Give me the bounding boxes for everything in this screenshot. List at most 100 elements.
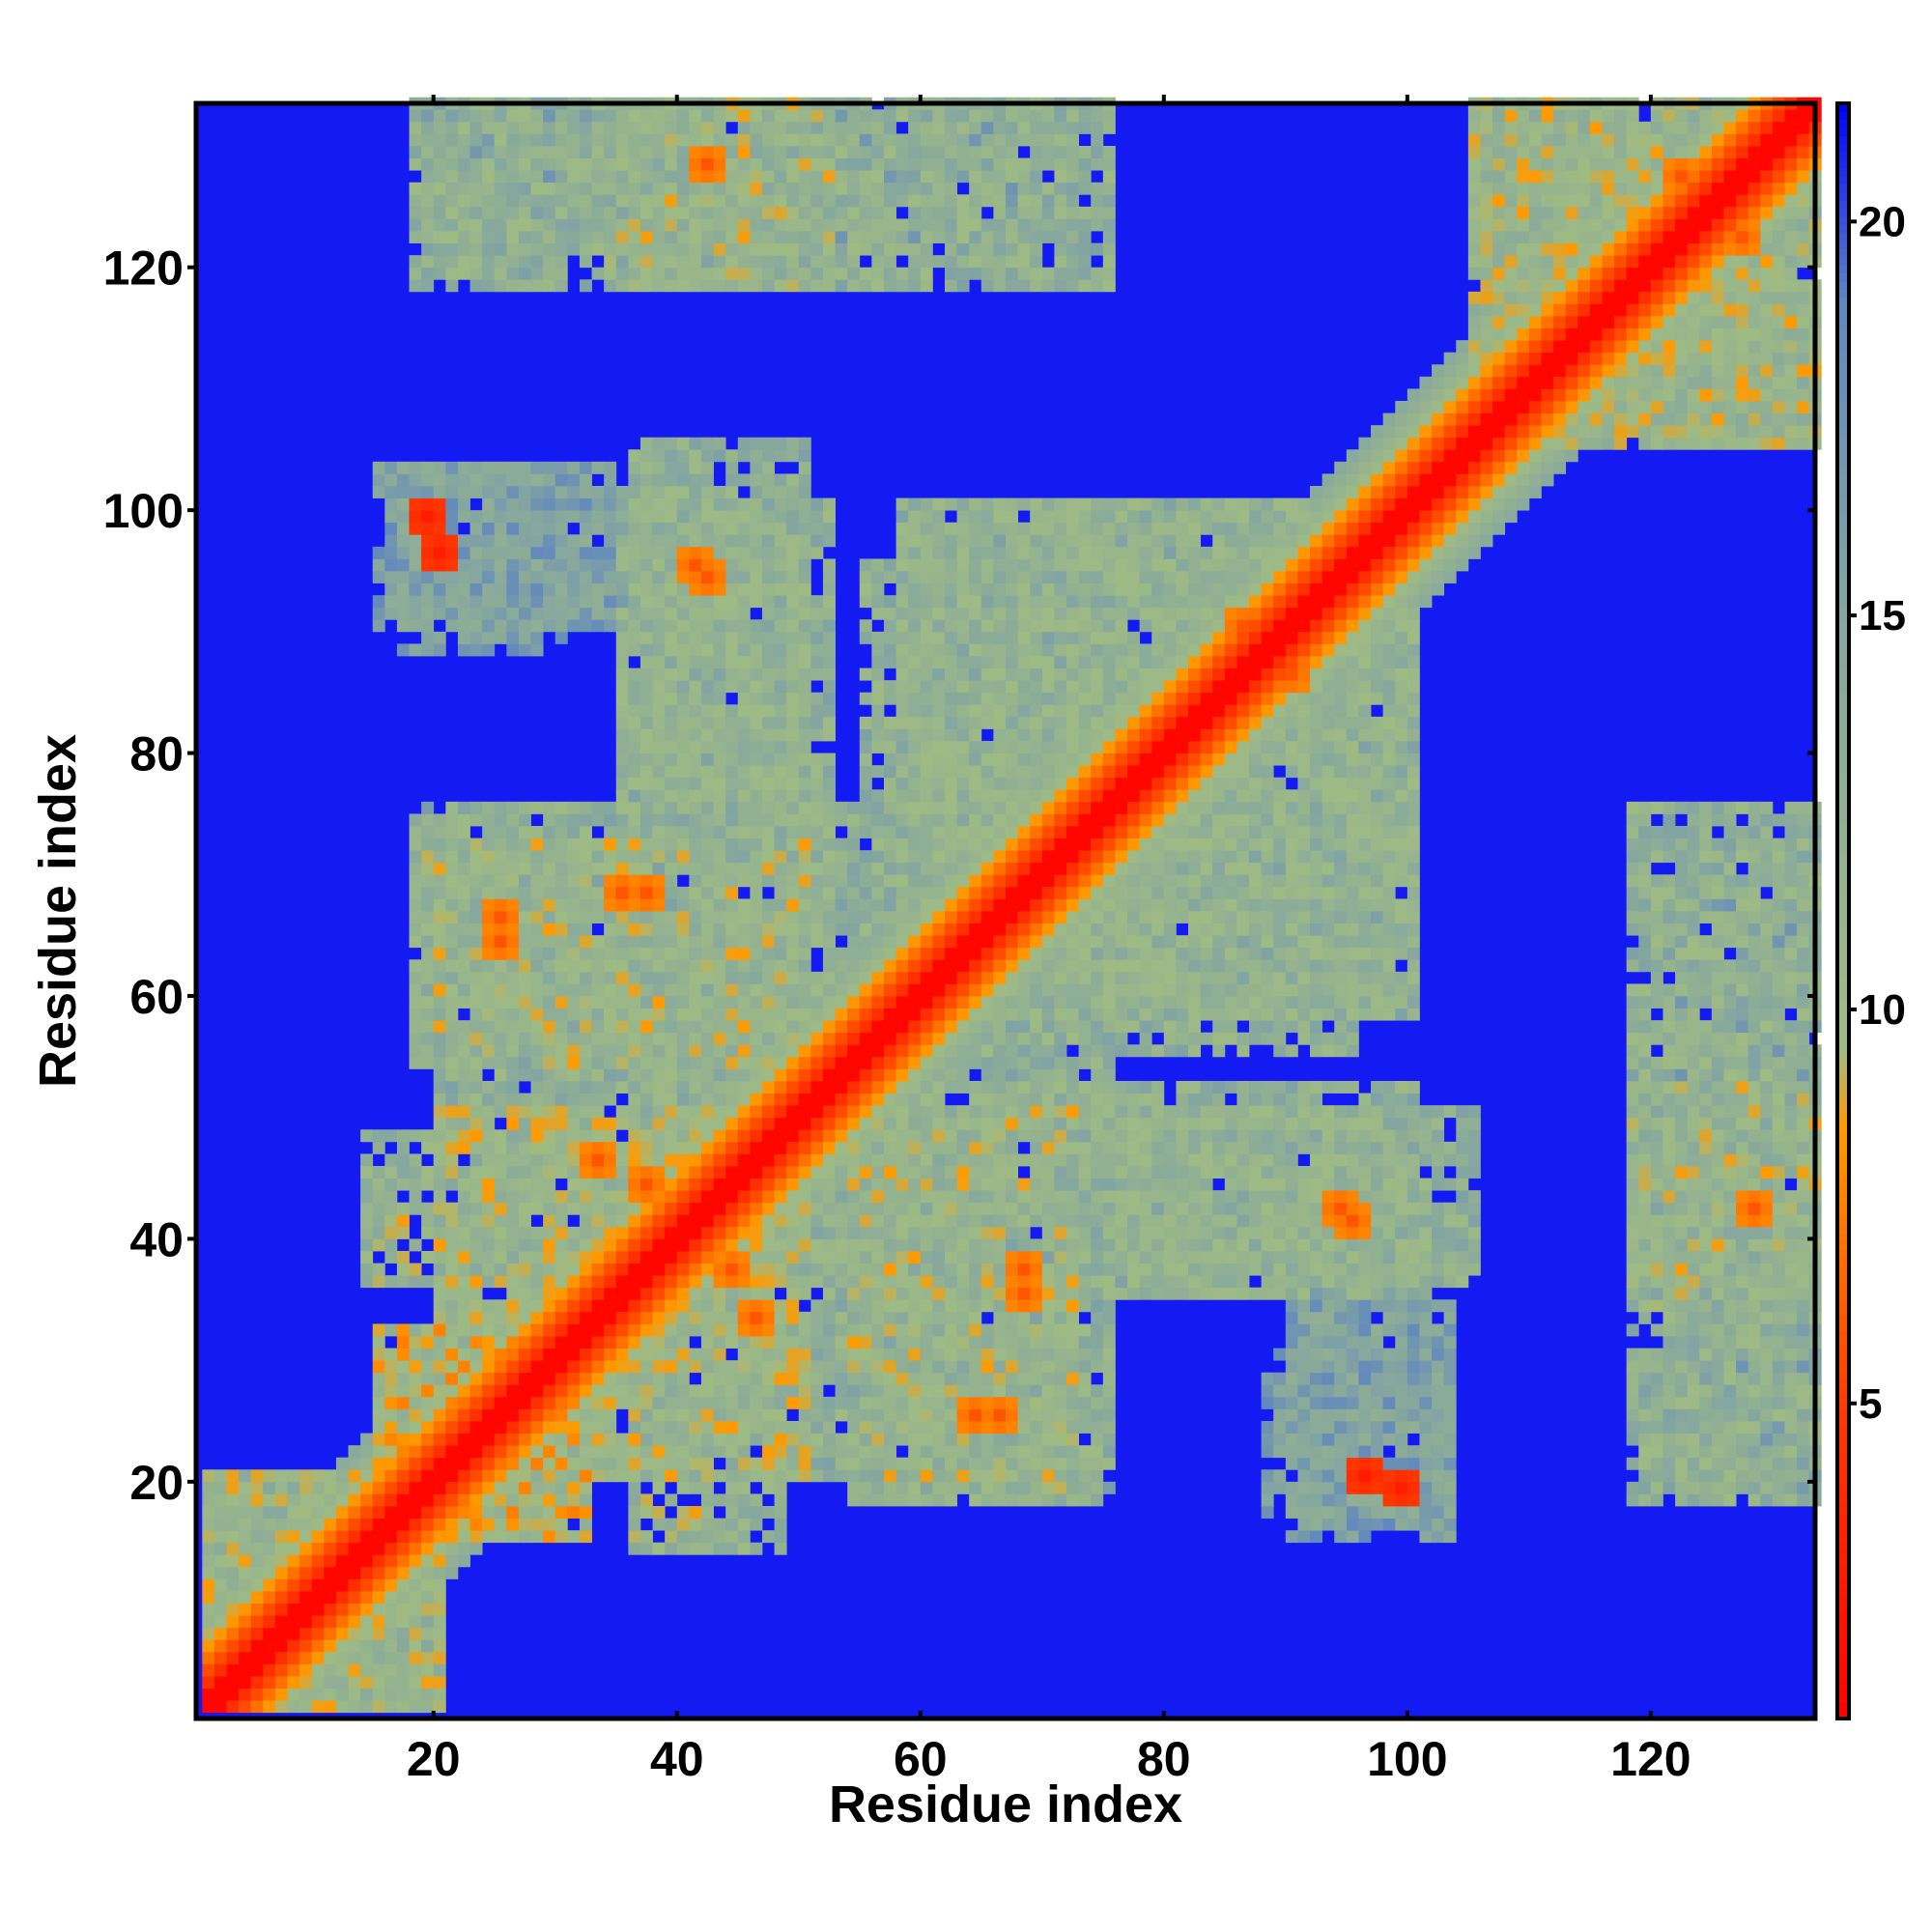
heatmap-cell bbox=[628, 728, 641, 742]
heatmap-cell bbox=[798, 898, 811, 912]
heatmap-cell bbox=[700, 1311, 714, 1324]
heatmap-cell bbox=[774, 1506, 787, 1519]
heatmap-cell bbox=[554, 1384, 568, 1398]
heatmap-cell bbox=[543, 1129, 556, 1143]
heatmap-cell bbox=[324, 1627, 337, 1640]
heatmap-cell bbox=[774, 874, 787, 888]
heatmap-cell bbox=[372, 1214, 385, 1228]
heatmap-cell bbox=[628, 911, 641, 923]
heatmap-cell bbox=[615, 170, 629, 184]
heatmap-cell bbox=[506, 1348, 520, 1361]
heatmap-cell bbox=[750, 1275, 763, 1289]
heatmap-cell bbox=[932, 1166, 946, 1179]
heatmap-cell bbox=[920, 947, 933, 960]
heatmap-cell bbox=[944, 571, 957, 583]
heatmap-cell bbox=[665, 1372, 678, 1385]
heatmap-cell bbox=[554, 1433, 568, 1446]
heatmap-cell bbox=[250, 1469, 264, 1483]
heatmap-cell bbox=[530, 1275, 544, 1289]
heatmap-cell bbox=[482, 1299, 496, 1313]
heatmap-cell bbox=[798, 1263, 811, 1276]
heatmap-cell bbox=[944, 862, 957, 875]
heatmap-cell bbox=[274, 1530, 288, 1544]
heatmap-cell bbox=[652, 170, 666, 184]
heatmap-cell bbox=[433, 1688, 446, 1701]
heatmap-cell bbox=[494, 1506, 507, 1519]
heatmap-cell bbox=[652, 850, 666, 864]
heatmap-cell bbox=[750, 753, 763, 766]
heatmap-cell bbox=[835, 1275, 848, 1289]
heatmap-cell bbox=[518, 279, 531, 293]
heatmap-cell bbox=[810, 838, 824, 851]
heatmap-cell bbox=[956, 1105, 970, 1119]
heatmap-cell bbox=[761, 497, 775, 511]
heatmap-cell bbox=[591, 121, 605, 134]
heatmap-cell bbox=[202, 1591, 215, 1604]
heatmap-cell bbox=[579, 231, 592, 243]
heatmap-cell bbox=[689, 668, 702, 681]
heatmap-cell bbox=[396, 522, 410, 535]
heatmap-cell bbox=[433, 947, 446, 960]
heatmap-cell bbox=[713, 497, 726, 511]
heatmap-cell bbox=[956, 1068, 970, 1082]
heatmap-cell bbox=[810, 826, 824, 838]
heatmap-cell bbox=[348, 1530, 361, 1544]
heatmap-cell bbox=[725, 619, 739, 633]
heatmap-cell bbox=[737, 1421, 751, 1434]
heatmap-cell bbox=[883, 801, 896, 814]
heatmap-cell bbox=[737, 582, 751, 596]
heatmap-cell bbox=[213, 1506, 227, 1519]
heatmap-cell bbox=[445, 1153, 459, 1167]
heatmap-cell bbox=[409, 1469, 422, 1483]
heatmap-cell bbox=[372, 1129, 385, 1143]
heatmap-cell bbox=[908, 850, 922, 864]
heatmap-cell bbox=[506, 582, 520, 596]
heatmap-cell bbox=[676, 1384, 690, 1398]
heatmap-cell bbox=[445, 874, 459, 888]
heatmap-cell bbox=[908, 1032, 922, 1045]
heatmap-cell bbox=[421, 1566, 435, 1579]
heatmap-cell bbox=[847, 1469, 861, 1483]
heatmap-cell bbox=[554, 182, 568, 195]
heatmap-cell bbox=[859, 826, 872, 838]
heatmap-cell bbox=[871, 1433, 885, 1446]
heatmap-cell bbox=[713, 996, 726, 1009]
heatmap-cell bbox=[871, 789, 885, 803]
heatmap-cell bbox=[567, 1226, 581, 1239]
heatmap-cell bbox=[543, 486, 556, 498]
heatmap-cell bbox=[774, 1408, 787, 1422]
heatmap-cell bbox=[360, 1263, 374, 1276]
heatmap-cell bbox=[421, 1506, 435, 1519]
heatmap-cell bbox=[810, 121, 824, 134]
heatmap-cell bbox=[847, 1044, 861, 1058]
heatmap-cell bbox=[628, 534, 641, 548]
heatmap-cell bbox=[494, 546, 507, 559]
heatmap-cell bbox=[859, 898, 872, 912]
heatmap-cell bbox=[506, 1117, 520, 1130]
heatmap-cell bbox=[628, 449, 641, 463]
heatmap-cell bbox=[969, 1323, 982, 1337]
heatmap-cell bbox=[774, 1493, 787, 1507]
heatmap-cell bbox=[409, 1445, 422, 1459]
heatmap-cell bbox=[665, 874, 678, 888]
heatmap-cell bbox=[895, 728, 909, 742]
heatmap-cell bbox=[737, 1068, 751, 1082]
heatmap-cell bbox=[433, 1105, 446, 1119]
heatmap-cell bbox=[567, 534, 581, 548]
heatmap-cell bbox=[421, 1166, 435, 1179]
heatmap-cell bbox=[932, 692, 946, 705]
heatmap-cell bbox=[835, 1153, 848, 1167]
heatmap-cell bbox=[445, 558, 459, 572]
heatmap-cell bbox=[908, 157, 922, 171]
heatmap-cell bbox=[652, 947, 666, 960]
heatmap-cell bbox=[604, 947, 617, 960]
heatmap-cell bbox=[713, 146, 726, 158]
heatmap-cell bbox=[543, 1506, 556, 1519]
heatmap-cell bbox=[543, 619, 556, 633]
heatmap-cell bbox=[810, 1214, 824, 1228]
heatmap-cell bbox=[567, 898, 581, 912]
heatmap-cell bbox=[786, 741, 800, 753]
heatmap-cell bbox=[895, 983, 909, 997]
heatmap-cell bbox=[469, 643, 483, 657]
heatmap-cell bbox=[835, 267, 848, 280]
